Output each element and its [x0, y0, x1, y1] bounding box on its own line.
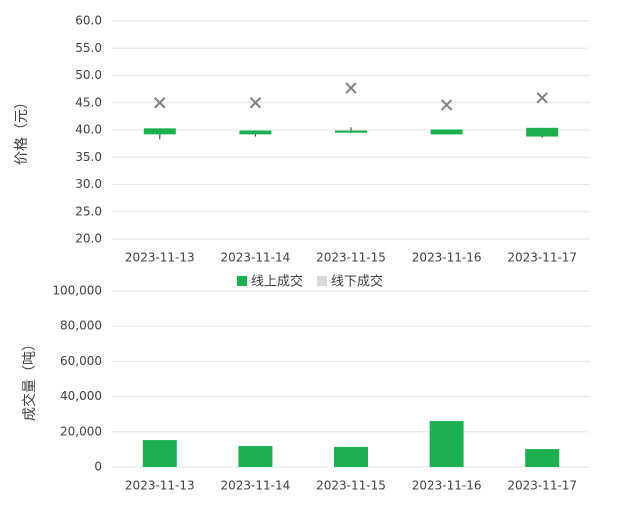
y-tick-label: 25.0: [75, 204, 102, 218]
bar: [429, 421, 464, 467]
y-tick-label: 50.0: [75, 68, 102, 82]
candle-body: [239, 130, 272, 135]
x-marker: [345, 82, 357, 94]
y-tick-label: 20.0: [75, 232, 102, 246]
x-tick-label: 2023-11-14: [221, 251, 291, 265]
x-marker: [440, 99, 453, 111]
legend-label: 线下成交: [331, 274, 383, 290]
y-tick-label: 60,000: [60, 354, 102, 368]
x-tick-label: 2023-11-16: [412, 251, 482, 265]
y-tick-label: 100,000: [52, 284, 102, 298]
x-tick-label: 2023-11-17: [507, 479, 577, 493]
x-marker: [536, 92, 548, 104]
bar: [334, 446, 368, 467]
x-tick-label: 2023-11-13: [125, 479, 195, 493]
x-tick-label: 2023-11-14: [221, 479, 291, 493]
x-tick-label: 2023-11-15: [316, 479, 386, 493]
bar: [525, 449, 560, 467]
y-tick-label: 55.0: [75, 41, 102, 55]
y-tick-label: 45.0: [75, 95, 102, 109]
candle-body: [143, 128, 176, 135]
y-tick-label: 80,000: [60, 319, 102, 333]
y-tick-label: 35.0: [75, 150, 102, 164]
candle-body: [526, 127, 559, 137]
y-tick-label: 30.0: [75, 177, 102, 191]
x-tick-label: 2023-11-13: [125, 251, 195, 265]
y-tick-label: 40,000: [60, 389, 102, 403]
candle-body: [430, 129, 463, 135]
legend-swatch: [237, 276, 247, 286]
y-tick-label: 40.0: [75, 123, 102, 137]
candle-body: [335, 130, 367, 133]
y-axis-title: 价格（元）: [14, 95, 30, 165]
y-tick-label: 20,000: [60, 424, 102, 438]
y-tick-label: 0: [94, 460, 102, 474]
x-tick-label: 2023-11-17: [507, 251, 577, 265]
x-marker: [249, 97, 262, 109]
y-axis-title: 成交量（吨）: [21, 337, 38, 421]
legend-label: 线上成交: [251, 274, 303, 290]
bar: [142, 440, 177, 467]
y-tick-label: 60.0: [75, 14, 102, 28]
bar: [238, 446, 273, 467]
x-marker: [154, 97, 166, 109]
legend-swatch: [317, 276, 328, 286]
x-tick-label: 2023-11-16: [412, 479, 482, 493]
x-tick-label: 2023-11-15: [316, 251, 386, 265]
